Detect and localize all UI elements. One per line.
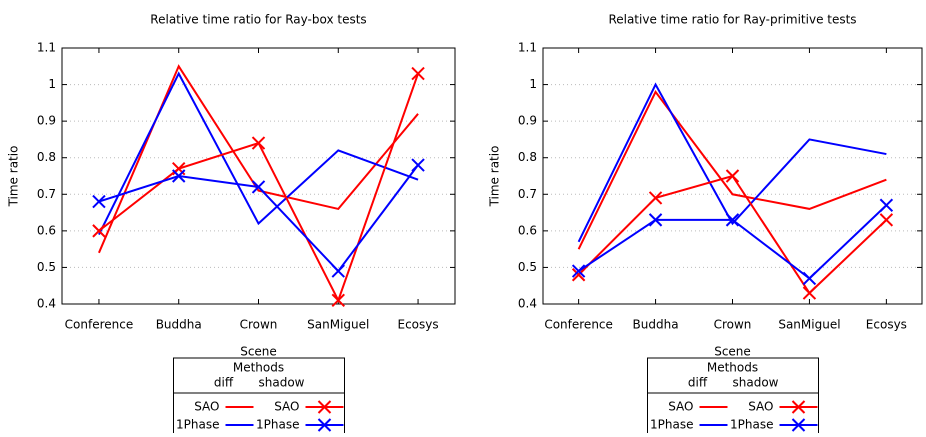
x-tick-label: Crown (714, 318, 752, 332)
x-axis-label: Scene (714, 345, 751, 359)
chart-title: Relative time ratio for Ray-box tests (150, 13, 366, 27)
y-tick-label: 0.4 (37, 297, 56, 311)
y-axis-label: Time ratio (7, 146, 21, 208)
y-tick-label: 1.1 (518, 41, 537, 55)
series-line (577, 89, 887, 250)
legend-column-header: diff (688, 376, 708, 390)
legend-label: 1Phase (730, 418, 773, 432)
point-marker (92, 224, 106, 238)
point-marker (251, 180, 266, 194)
series-line (577, 82, 887, 243)
x-axis-label: Scene (240, 345, 277, 359)
y-tick-label: 1.1 (37, 41, 56, 55)
y-tick-label: 0.7 (37, 187, 56, 201)
y-tick-label: 0.7 (518, 187, 537, 201)
series-line (98, 71, 419, 235)
y-tick-label: 0.5 (37, 260, 56, 274)
legend-title: Methods (233, 361, 284, 375)
x-tick-label: SanMiguel (778, 318, 840, 332)
point-marker (571, 264, 586, 278)
point-marker (879, 213, 894, 227)
y-tick-label: 0.9 (518, 114, 537, 128)
y-tick-label: 0.9 (37, 114, 56, 128)
legend-column-header: diff (214, 376, 234, 390)
plot-frame (542, 47, 923, 305)
x-tick-label: Conference (544, 318, 613, 332)
point-marker (411, 158, 425, 172)
y-tick-label: 0.8 (37, 150, 56, 164)
legend-label: SAO (748, 400, 773, 414)
y-tick-label: 0.6 (518, 223, 537, 237)
legend-marker (791, 400, 806, 414)
point-marker (725, 169, 740, 183)
x-tick-label: Conference (65, 318, 134, 332)
point-marker (251, 136, 266, 150)
legend-marker (317, 418, 332, 432)
point-marker (879, 198, 894, 212)
legend-title: Methods (707, 361, 758, 375)
y-tick-label: 0.5 (518, 260, 537, 274)
legend-marker (317, 400, 332, 414)
x-tick-label: SanMiguel (307, 318, 369, 332)
point-marker (331, 293, 345, 308)
y-tick-label: 1 (48, 77, 56, 91)
y-tick-label: 0.8 (518, 150, 537, 164)
point-marker (92, 194, 106, 209)
x-tick-label: Buddha (156, 318, 202, 332)
series-line (98, 164, 419, 273)
x-tick-label: Ecosys (866, 318, 907, 332)
point-marker (648, 191, 663, 205)
point-marker (802, 271, 817, 286)
legend-label: SAO (668, 400, 693, 414)
point-marker (411, 66, 425, 81)
point-marker (725, 213, 740, 227)
legend-label: SAO (274, 400, 299, 414)
y-tick-label: 1 (529, 77, 537, 91)
legend-box (173, 357, 345, 437)
legend-column-header: shadow (259, 376, 305, 390)
legend-marker (791, 418, 806, 432)
point-marker (331, 264, 345, 278)
x-tick-label: Crown (240, 318, 278, 332)
legend-label: 1Phase (176, 418, 219, 432)
y-tick-label: 0.4 (518, 297, 537, 311)
point-marker (571, 268, 586, 282)
legend-label: SAO (194, 400, 219, 414)
legend-label: 1Phase (256, 418, 299, 432)
x-tick-label: Ecosys (397, 318, 438, 332)
y-tick-label: 0.6 (37, 223, 56, 237)
point-marker (802, 286, 817, 300)
y-axis-label: Time ratio (488, 146, 502, 208)
chart-title: Relative time ratio for Ray-primitive te… (608, 13, 856, 27)
point-marker (172, 169, 186, 183)
legend-box (647, 357, 819, 437)
legend-column-header: shadow (733, 376, 779, 390)
series-line (578, 204, 888, 280)
x-tick-label: Buddha (633, 318, 679, 332)
plot-frame (61, 47, 456, 305)
point-marker (648, 213, 663, 227)
legend-label: 1Phase (650, 418, 693, 432)
